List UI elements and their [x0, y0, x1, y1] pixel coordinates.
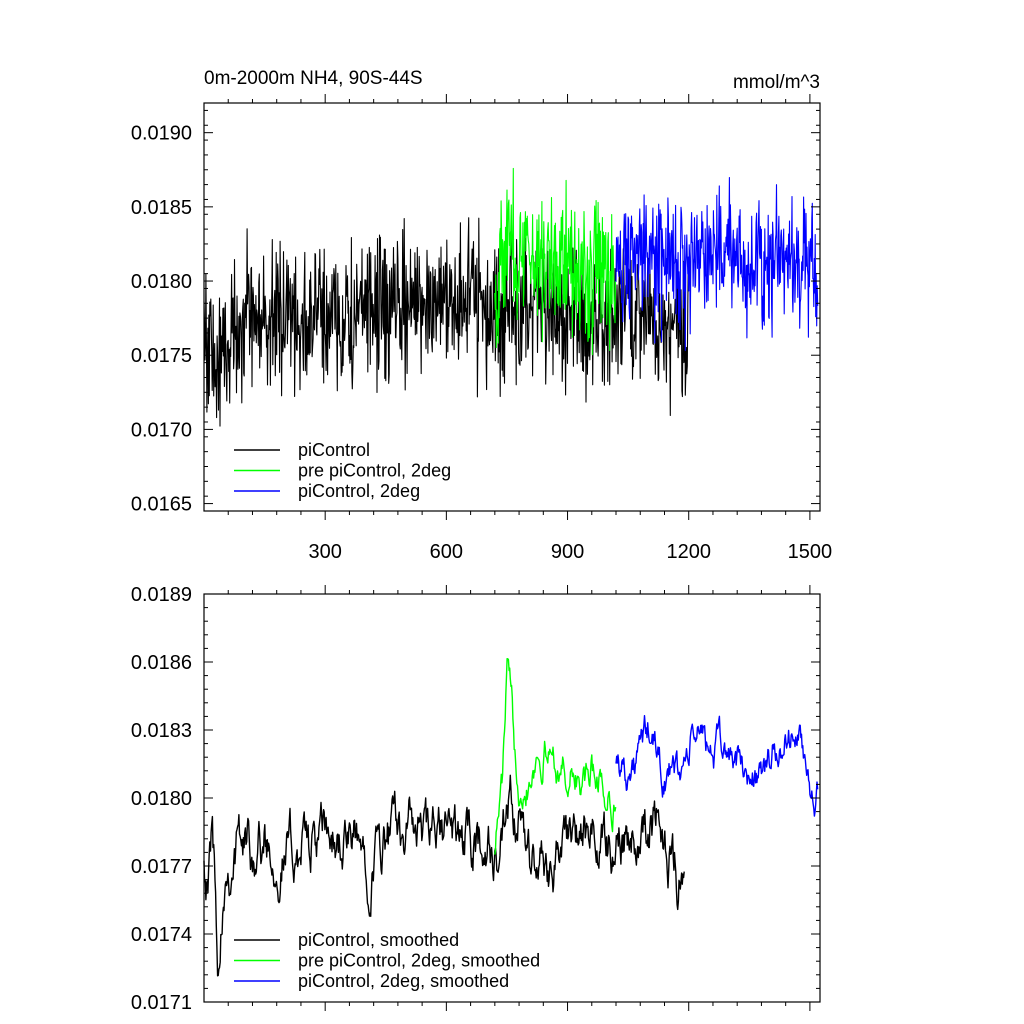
y-tick-label: 0.0180 — [131, 271, 192, 293]
y-tick-label: 0.0177 — [131, 856, 192, 878]
y-tick-label: 0.0174 — [131, 924, 192, 946]
y-tick-label: 0.0175 — [131, 345, 192, 367]
top-panel-ticks: 0.0165 0.0170 0.0175 0.0180 0.0185 0.0190 300 6… — [131, 94, 832, 563]
x-tick-label: 600 — [430, 541, 463, 563]
x-tick-label: 300 — [308, 541, 341, 563]
legend-label: pre piControl, 2deg, smoothed — [298, 951, 540, 971]
y-tick-label: 0.0165 — [131, 494, 192, 516]
legend-label: piControl, smoothed — [298, 930, 459, 950]
bottom-panel: 0.0171 0.0174 0.0177 0.0180 0.0183 0.0186 0.01… — [131, 584, 821, 1014]
top-panel: 0m-2000m NH4, 90S-44S mmol/m^3 0.01650.0… — [131, 68, 832, 563]
top-panel-title: 0m-2000m NH4, 90S-44S — [204, 68, 423, 89]
series-line-1 — [203, 774, 685, 977]
legend-label: pre piControl, 2deg — [298, 461, 451, 481]
legend-label: piControl, 2deg, smoothed — [298, 971, 509, 991]
y-tick-label: 0.0180 — [131, 788, 192, 810]
y-tick-label: 0.0171 — [131, 992, 192, 1014]
x-tick-label: 1500 — [788, 541, 833, 563]
top-panel-frame — [203, 102, 821, 512]
x-tick-label: 900 — [551, 541, 584, 563]
y-tick-label: 0.0189 — [131, 584, 192, 606]
series-line-1 — [203, 217, 689, 427]
series-line-3 — [615, 715, 819, 817]
y-tick-label: 0.0185 — [131, 197, 192, 219]
series-line-3 — [615, 177, 819, 351]
legend-label: piControl — [298, 440, 370, 460]
x-tick-label: 1200 — [666, 541, 711, 563]
top-panel-series — [203, 167, 819, 427]
series-line-2 — [494, 167, 617, 356]
legend-label: piControl, 2deg — [298, 481, 420, 501]
top-panel-units: mmol/m^3 — [733, 72, 820, 93]
y-tick-label: 0.0186 — [131, 652, 192, 674]
bottom-panel-ticks: 0.0171 0.0174 0.0177 0.0180 0.0183 0.0186 0.01… — [131, 584, 820, 1014]
y-tick-label: 0.0170 — [131, 419, 192, 441]
series-line-2 — [494, 658, 617, 855]
y-tick-label: 0.0190 — [131, 123, 192, 145]
y-tick-label: 0.0183 — [131, 720, 192, 742]
bottom-panel-series — [203, 658, 819, 977]
